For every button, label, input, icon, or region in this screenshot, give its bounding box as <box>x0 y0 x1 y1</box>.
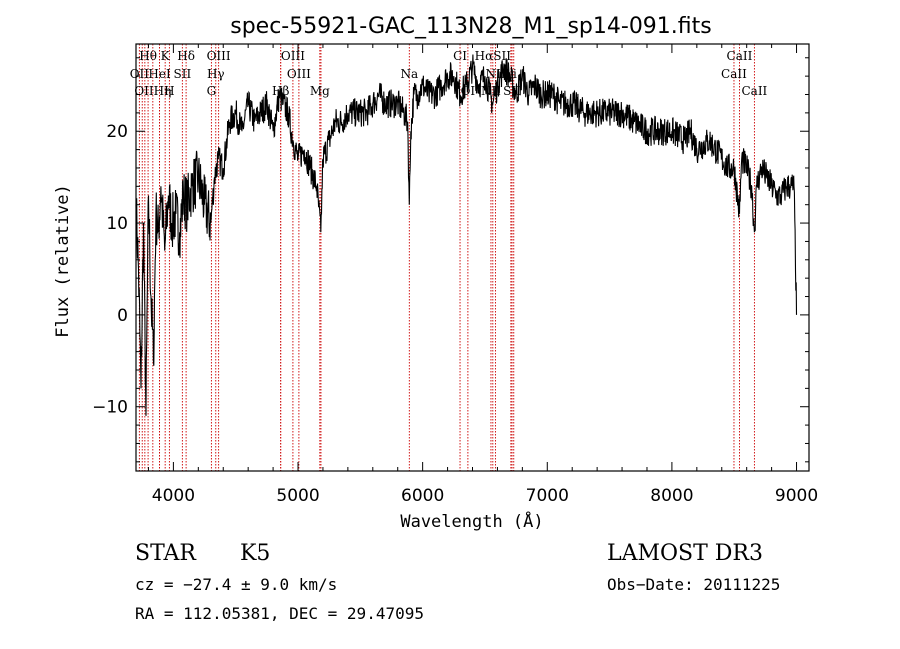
marker-label: H <box>164 84 174 98</box>
y-tick-label: 20 <box>106 122 128 142</box>
coordinates: RA = 112.05381, DEC = 29.47095 <box>135 604 424 623</box>
y-axis-ticks: −10 0 10 20 <box>92 57 809 463</box>
marker-label: Mg <box>310 84 330 98</box>
marker-label: CaII <box>741 84 767 98</box>
chart-title: spec-55921-GAC_113N28_M1_sp14-091.fits <box>230 14 712 39</box>
marker-label: OIII <box>281 49 305 63</box>
marker-label: G <box>207 84 217 98</box>
spectral-line-markers <box>138 44 755 471</box>
x-axis-label: Wavelength (Å) <box>400 510 543 532</box>
spectral-line-labels: Hθ K Hδ OIII OIII CI HαSII CaII OII HeI SII Hγ OIII N… <box>130 49 768 98</box>
marker-label: CI <box>453 49 467 63</box>
marker-label: OIII <box>287 67 311 81</box>
marker-label: Hγ <box>207 67 225 81</box>
marker-label: OIII <box>207 49 231 63</box>
object-class: STAR <box>135 541 197 566</box>
marker-label: OII <box>130 67 150 81</box>
marker-label: Hδ <box>177 49 195 63</box>
marker-label: CaII <box>727 49 753 63</box>
x-tick-label: 5000 <box>276 486 319 506</box>
marker-label: Hθ <box>139 49 157 63</box>
x-tick-label: 9000 <box>775 486 818 506</box>
y-tick-label: 0 <box>117 306 128 326</box>
x-tick-label: 4000 <box>152 486 195 506</box>
survey-name: LAMOST DR3 <box>607 541 763 566</box>
spectrum-line <box>135 54 798 416</box>
redshift-cz: cz = −27.4 ± 9.0 km/s <box>135 575 337 594</box>
x-axis-ticks: 4000 5000 6000 7000 8000 9000 <box>147 44 818 506</box>
x-tick-label: 6000 <box>401 486 444 506</box>
x-tick-label: 8000 <box>650 486 693 506</box>
x-tick-label: 7000 <box>526 486 569 506</box>
marker-label: HαSII <box>475 49 512 63</box>
marker-label: Na <box>400 67 418 81</box>
marker-label: OIIHη <box>134 84 171 98</box>
marker-label: HeI <box>148 67 171 81</box>
y-tick-label: −10 <box>92 398 128 418</box>
y-tick-label: 10 <box>106 214 128 234</box>
marker-label: K <box>161 49 171 63</box>
marker-label: SII <box>174 67 192 81</box>
observation-date: Obs−Date: 20111225 <box>607 575 780 594</box>
marker-label: CaII <box>721 67 747 81</box>
y-axis-label: Flux (relative) <box>53 184 73 338</box>
object-subclass: K5 <box>240 541 270 566</box>
